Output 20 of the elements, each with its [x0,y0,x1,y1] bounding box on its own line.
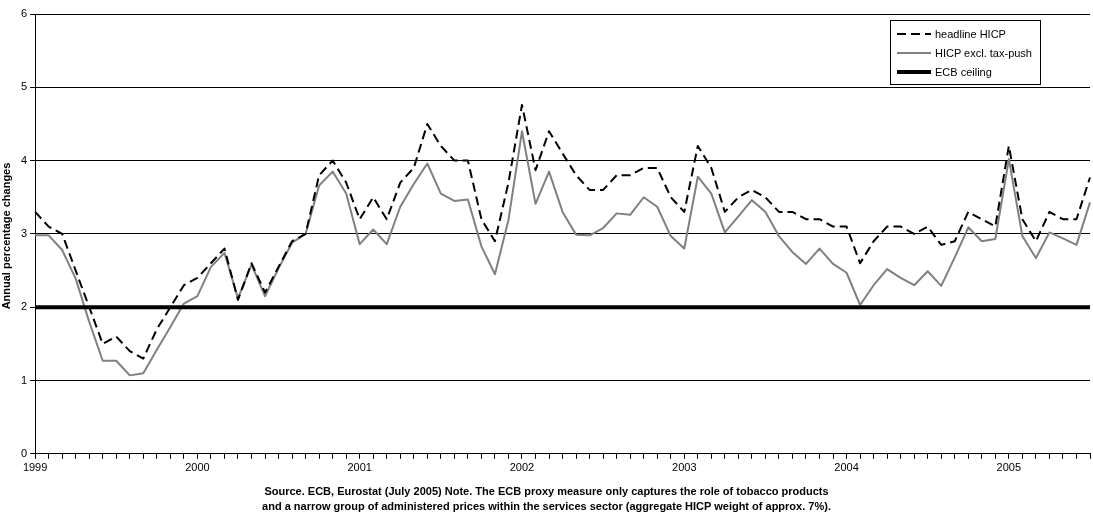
source-note: Source. ECB, Eurostat (July 2005) Note. The ECB proxy measure only captures the role of tobacco products [263,484,830,499]
legend-label: ECB ceiling [934,65,992,78]
y-tick-label: 6 [20,7,28,20]
y-tick-label: 3 [20,226,28,239]
y-tick-label: 2 [20,300,28,313]
y-tick-label: 5 [20,80,28,93]
x-tick-label: 1999 [22,461,48,474]
x-tick-label: 2003 [672,461,697,474]
text: and a narrow group of administered prices within the services sector (aggregate HICP weight of approx. 7%). [261,499,832,514]
x-tick-label: 2000 [185,461,210,474]
y-axis-title: Annual percentage changes [0,161,12,312]
x-tick-label: 2001 [347,461,372,474]
legend-label: headline HICP [934,27,1006,40]
y-tick-label: 4 [20,153,28,166]
y-tick-label: 1 [20,373,28,386]
x-tick-label: 2002 [509,461,535,474]
x-tick-label: 2004 [834,461,859,474]
y-tick-label: 0 [20,446,28,459]
x-tick-label: 2005 [996,461,1022,474]
legend-label: HICP excl. tax-push [934,46,1032,59]
